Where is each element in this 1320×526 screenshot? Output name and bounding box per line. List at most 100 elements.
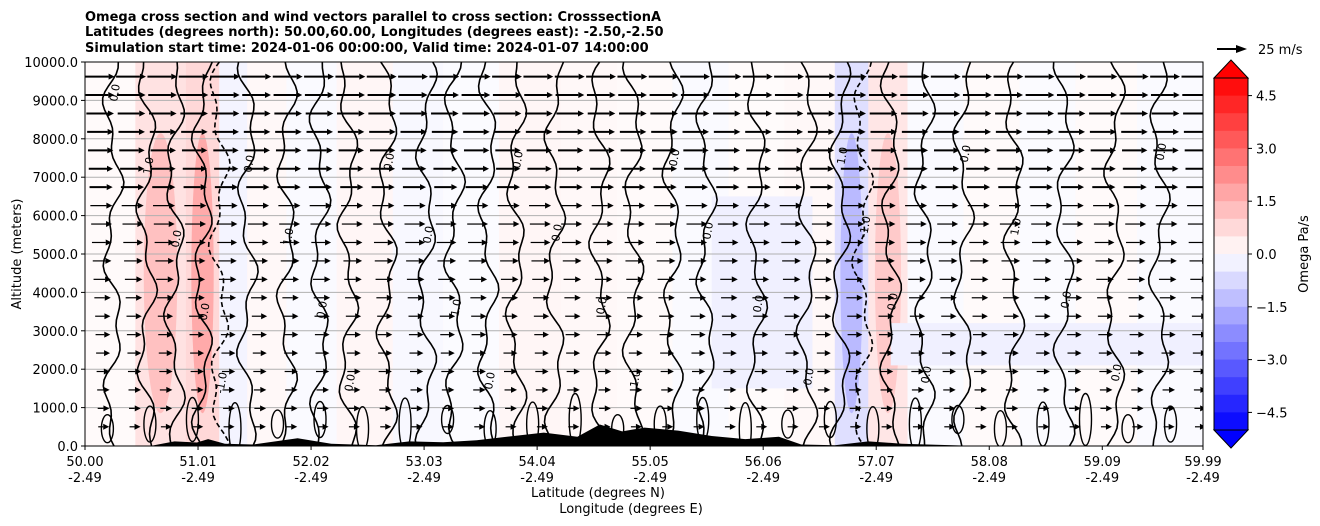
omega-contour	[313, 400, 327, 439]
wind-vector-head	[358, 110, 365, 117]
wind-vector-head	[169, 147, 176, 154]
contour-label: 0.0	[667, 148, 683, 167]
omega-contour	[162, 62, 187, 446]
wind-vector-head	[1168, 405, 1175, 412]
x-tick-label-lon: -2.49	[746, 471, 780, 486]
wind-vector-head	[1077, 202, 1084, 209]
y-tick-label: 0.0	[57, 440, 78, 455]
wind-vector-head	[920, 221, 927, 228]
wind-vector-head	[103, 386, 110, 393]
wind-vector-head	[546, 128, 553, 135]
wind-vector-head	[952, 202, 959, 209]
wind-vector-head	[480, 313, 487, 320]
wind-vector-head	[1200, 368, 1203, 375]
wind-vector-head	[1107, 331, 1114, 338]
wind-vector-head	[294, 202, 301, 209]
omega-contour	[1147, 62, 1171, 446]
wind-vector-head	[609, 110, 616, 117]
wind-vector-head	[950, 313, 957, 320]
wind-vector-head	[166, 368, 173, 375]
wind-vector-head	[481, 239, 488, 246]
wind-vector-head	[450, 239, 457, 246]
wind-vector-head	[1077, 221, 1084, 228]
wind-vector-head	[387, 257, 394, 264]
wind-vector-head	[295, 128, 302, 135]
contour-label: 0.0	[549, 223, 565, 242]
wind-vector-head	[230, 276, 237, 283]
colorbar-tick-label: 3.0	[1256, 142, 1277, 157]
wind-vector-head	[108, 92, 115, 99]
x-tick-label-lon: -2.49	[520, 471, 554, 486]
colorbar-ticks: 4.5 3.0 1.5 0.0 −1.5 −3.0 −4.5	[1248, 90, 1288, 421]
wind-vector-head	[638, 257, 645, 264]
wind-vector-head	[166, 350, 173, 357]
wind-vector-head	[543, 276, 550, 283]
wind-vector-head	[293, 239, 300, 246]
wind-vector-head	[573, 423, 580, 430]
wind-vector-head	[734, 110, 741, 117]
omega-contour	[308, 62, 332, 446]
wind-vector-head	[1079, 128, 1086, 135]
wind-vector-head	[859, 147, 866, 154]
omega-contour	[355, 406, 370, 446]
wind-vector-head	[481, 276, 488, 283]
wind-vector-head	[106, 221, 113, 228]
wind-vector-head	[1140, 221, 1147, 228]
wind-vector-head	[1137, 368, 1144, 375]
wind-vector-head	[1172, 147, 1179, 154]
wind-vector-head	[793, 350, 800, 357]
contour-label: -1.0	[857, 215, 874, 238]
wind-vector-head	[639, 184, 646, 191]
wind-vector-head	[420, 184, 427, 191]
wind-vector-head	[484, 92, 491, 99]
wind-vector-head	[545, 184, 552, 191]
wind-vector-head	[984, 165, 991, 172]
wind-vector-head	[292, 350, 299, 357]
wind-vector-head	[575, 239, 582, 246]
wind-vector-head	[416, 405, 423, 412]
omega-contour	[781, 409, 795, 439]
wind-vector-head	[419, 221, 426, 228]
wind-vector-head	[609, 92, 616, 99]
wind-vector-head	[197, 405, 204, 412]
wind-vector-head	[734, 92, 741, 99]
wind-vector-head	[1110, 110, 1117, 117]
wind-vector-head	[828, 92, 835, 99]
wind-vector-head	[701, 239, 708, 246]
wind-vector-head	[292, 313, 299, 320]
x-tick-label-lat: 59.99	[1184, 455, 1221, 470]
wind-vector-head	[482, 202, 489, 209]
wind-vector-head	[1046, 184, 1053, 191]
wind-vector-head	[573, 368, 580, 375]
wind-vector-head	[605, 350, 612, 357]
wind-vector-head	[667, 368, 674, 375]
chart-title-line-3: Simulation start time: 2024-01-06 00:00:…	[85, 41, 649, 56]
wind-vector-head	[1205, 92, 1211, 98]
wind-vector-head	[387, 239, 394, 246]
x-tick-label-lat: 58.08	[971, 455, 1008, 470]
wind-vector-head	[385, 368, 392, 375]
wind-vector-head	[669, 276, 676, 283]
wind-vector-head	[668, 313, 675, 320]
wind-vector-head	[389, 128, 396, 135]
wind-vector-head	[920, 257, 927, 264]
wind-vector-head	[1047, 147, 1054, 154]
wind-vector-head	[985, 92, 992, 99]
wind-vector-head	[358, 147, 365, 154]
wind-vector-head	[671, 128, 678, 135]
colorbar-extend-bottom	[1212, 429, 1250, 449]
wind-vector-head	[730, 386, 737, 393]
wind-vector-head	[824, 350, 831, 357]
wind-vector-head	[1139, 239, 1146, 246]
wind-vector-head	[702, 184, 709, 191]
contour-label: 0.0	[801, 367, 817, 386]
wind-vector-head	[389, 110, 396, 117]
wind-vector-head	[828, 147, 835, 154]
wind-vector-head	[793, 386, 800, 393]
wind-vector-head	[322, 386, 329, 393]
wind-vector-head	[825, 276, 832, 283]
wind-vector-head	[829, 73, 836, 80]
wind-vector-head	[792, 405, 799, 412]
x-tick-label-lat: 53.03	[405, 455, 442, 470]
wind-vector-head	[764, 184, 771, 191]
